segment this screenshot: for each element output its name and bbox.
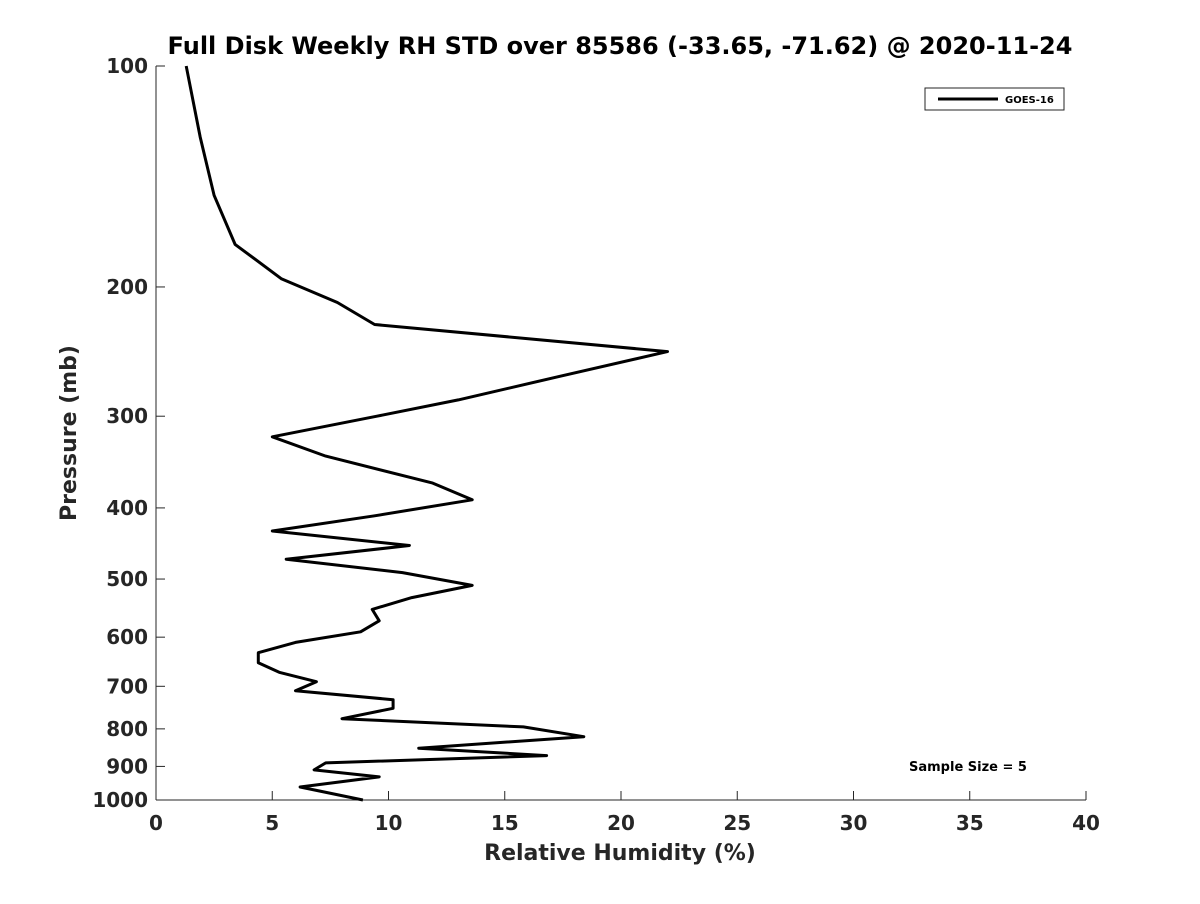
y-tick-label: 500 <box>106 567 148 591</box>
legend: GOES-16 <box>924 87 1065 111</box>
y-tick-label: 900 <box>106 754 148 778</box>
x-axis-label: Relative Humidity (%) <box>484 841 756 866</box>
y-tick-label: 300 <box>106 404 148 428</box>
y-tick-label: 1000 <box>92 788 148 812</box>
y-tick-label: 800 <box>106 717 148 741</box>
x-axis-ticks: 0 5 10 15 20 25 30 35 40 <box>149 791 1100 835</box>
sample-size-annotation: Sample Size = 5 <box>909 760 1027 775</box>
series-group <box>184 65 669 802</box>
x-tick-label: 20 <box>607 811 635 835</box>
chart-title: Full Disk Weekly RH STD over 85586 (-33.… <box>168 32 1073 60</box>
legend-label-goes-16: GOES-16 <box>1005 95 1054 106</box>
y-tick-label: 700 <box>106 674 148 698</box>
x-tick-label: 40 <box>1072 811 1100 835</box>
x-tick-label: 30 <box>840 811 868 835</box>
y-axis-ticks: 100 200 300 400 500 600 700 800 900 1000 <box>92 54 165 812</box>
y-axis-label: Pressure (mb) <box>57 345 82 521</box>
y-tick-label: 400 <box>106 496 148 520</box>
x-tick-label: 10 <box>375 811 403 835</box>
x-tick-label: 5 <box>265 811 279 835</box>
y-tick-label: 200 <box>106 275 148 299</box>
y-tick-label: 100 <box>106 54 148 78</box>
y-tick-label: 600 <box>106 625 148 649</box>
x-tick-label: 15 <box>491 811 519 835</box>
series-line-goes-16 <box>184 65 669 802</box>
x-tick-label: 25 <box>723 811 751 835</box>
x-tick-label: 0 <box>149 811 163 835</box>
plot-area: 0 5 10 15 20 25 30 35 40 100 200 300 400 500 600 700 80… <box>92 54 1100 835</box>
x-tick-label: 35 <box>956 811 984 835</box>
